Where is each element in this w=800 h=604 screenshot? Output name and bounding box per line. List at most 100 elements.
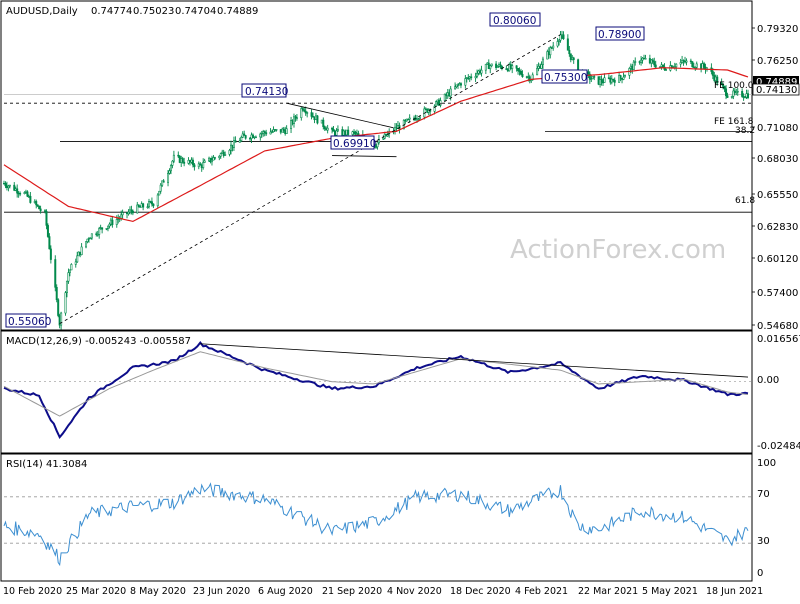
candle-body [408, 117, 411, 120]
candle-body [374, 146, 377, 148]
candle-body [480, 69, 483, 74]
candle-body [57, 299, 60, 316]
macd-layer [3, 340, 752, 440]
candle-body [228, 150, 231, 155]
annotation-high-feb: 0.80060 [493, 15, 536, 27]
candle-body [23, 192, 26, 194]
annotation-box-high-feb [489, 12, 541, 27]
candle-body [613, 79, 616, 83]
triangle-upper [286, 102, 394, 129]
candle-body [301, 108, 304, 111]
candle-body [181, 158, 184, 163]
candle-body [546, 51, 549, 60]
candle-body [470, 76, 473, 79]
candle-body [499, 64, 502, 67]
candle-body [36, 204, 39, 207]
candle-body [147, 201, 150, 208]
candle-body [417, 118, 420, 120]
rsi-panel [0, 453, 753, 582]
candle-body [562, 34, 565, 40]
candle-body [304, 110, 307, 114]
candle-body [105, 228, 108, 230]
candle-body [722, 84, 725, 87]
ohlc-close: 0.74889 [217, 6, 258, 17]
candle-body [418, 116, 421, 120]
candle-body [55, 287, 58, 300]
triangle-lower [332, 155, 397, 158]
candle-body [101, 227, 104, 230]
candle-body [443, 93, 446, 101]
macd-line [3, 340, 749, 440]
annotation-low-sep: 0.69910 [333, 138, 376, 150]
candle-body [39, 208, 42, 211]
candle-body [590, 78, 593, 80]
candle-body [303, 109, 306, 112]
candle-body [568, 49, 571, 55]
date-tick: 4 Feb 2021 [515, 586, 568, 597]
candle-body [127, 211, 130, 215]
candle-body [711, 71, 714, 76]
candle-body [640, 59, 643, 63]
price-tick: 0.57400 [757, 288, 798, 299]
candle-body [603, 77, 606, 83]
candle-body [224, 154, 227, 156]
candle-body [464, 78, 467, 86]
annotation-box-low-sep [330, 135, 375, 150]
annotation-low-2020: 0.55060 [8, 316, 51, 328]
candle-body [454, 86, 457, 90]
candle-body [439, 100, 442, 106]
candle-body [137, 204, 140, 207]
candle-body [316, 115, 319, 124]
candle-body [732, 90, 735, 97]
candle-body [726, 95, 729, 98]
candle-body [618, 75, 621, 83]
candle-body [244, 135, 247, 139]
candle-body [685, 60, 688, 63]
candle-body [566, 38, 569, 51]
candle-body [232, 140, 235, 148]
candle-body [386, 133, 389, 137]
date-tick: 6 Aug 2020 [258, 586, 313, 597]
candle-body [572, 57, 575, 60]
candle-body [347, 129, 350, 135]
candle-body [80, 246, 83, 256]
candle-body [351, 131, 354, 135]
rsi-tick: 70 [757, 489, 770, 500]
axis-layer [752, 27, 755, 326]
candle-body [203, 160, 206, 163]
candle-body [234, 140, 237, 143]
fib-label-382: 38.2 [735, 126, 755, 136]
level-price-tag [752, 83, 800, 96]
candle-body [484, 63, 487, 71]
candle-body [612, 78, 615, 81]
candle-body [331, 127, 334, 130]
macd-tick: 0.00 [757, 375, 779, 386]
candle-body [622, 76, 625, 80]
candle-body [457, 84, 460, 86]
candle-body [70, 264, 73, 271]
candle-body [736, 91, 739, 93]
current-price-label: 0.74889 [756, 77, 797, 88]
candle-body [115, 219, 118, 225]
price-axis: 0.79320 0.76250 0.71080 0.68030 0.65550 … [757, 24, 798, 332]
watermark: ActionForex.com [510, 235, 726, 265]
rsi-layer [3, 482, 752, 567]
candle-body [659, 66, 662, 68]
candle-body [730, 95, 733, 98]
candle-body [634, 61, 637, 63]
symbol-header: AUDUSD,Daily [6, 6, 78, 17]
candle-body [515, 65, 518, 69]
candle-body [106, 225, 109, 229]
price-tick: 0.54680 [757, 321, 798, 332]
candle-body [632, 61, 635, 70]
candle-body [723, 86, 726, 90]
candle-body [531, 74, 534, 81]
candle-body [654, 64, 657, 68]
date-tick: 18 Jun 2021 [706, 586, 763, 597]
ohlc-high: 0.75023 [133, 6, 174, 17]
ohlc-open: 0.74774 [91, 6, 132, 17]
candle-body [260, 133, 263, 135]
candle-body [49, 248, 52, 260]
candle-body [259, 133, 262, 138]
candle-body [159, 184, 162, 192]
